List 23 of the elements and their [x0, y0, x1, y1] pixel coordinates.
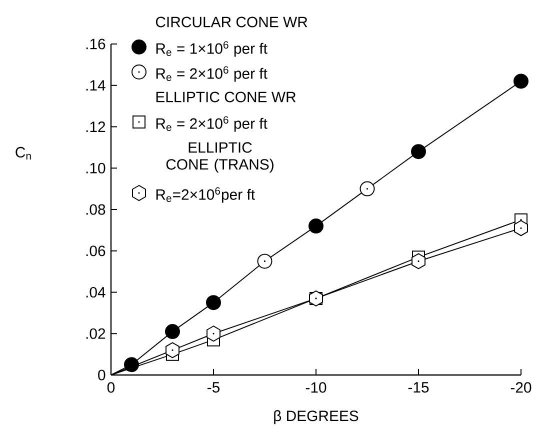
legend-label: R$_{e}$ = 1×10$^{6}$ per ft [156, 41, 268, 57]
text: CIRCULAR CONE WR [156, 16, 308, 28]
annotation: ELLIPTIC CONE (TRANS) [166, 142, 274, 173]
annotation: ELLIPTIC CONE WR [156, 92, 296, 102]
y-axis-title: C$_{n}$ [16, 146, 31, 160]
y-tick-label: .08 [86, 204, 106, 215]
x-tick-label: -15 [408, 382, 429, 393]
y-tick-label: .16 [86, 38, 106, 50]
legend-label: R$_{e}$ = 2×10$^{6}$ per ft [156, 66, 268, 82]
y-tick-label: .12 [86, 122, 106, 132]
y-tick-label: .04 [86, 286, 106, 298]
y-tick-label: .10 [86, 162, 106, 174]
x-tick-label: -5 [208, 382, 220, 393]
x-axis-title: β DEGREES [274, 410, 358, 424]
y-tick-label: .14 [86, 80, 106, 91]
y-tick-label: .02 [86, 328, 106, 339]
x-tick-label: -20 [510, 382, 532, 393]
x-tick-label: -10 [306, 382, 326, 393]
x-tick-label: 0 [107, 382, 115, 393]
y-tick-label: .06 [86, 246, 106, 256]
y-tick-label: 0 [98, 370, 106, 380]
legend-label: R$_{e}$ = 2×10$^{6}$ per ft [156, 116, 268, 132]
legend-label: R$_{e}$=2×10$^{6}$per ft [156, 187, 255, 203]
